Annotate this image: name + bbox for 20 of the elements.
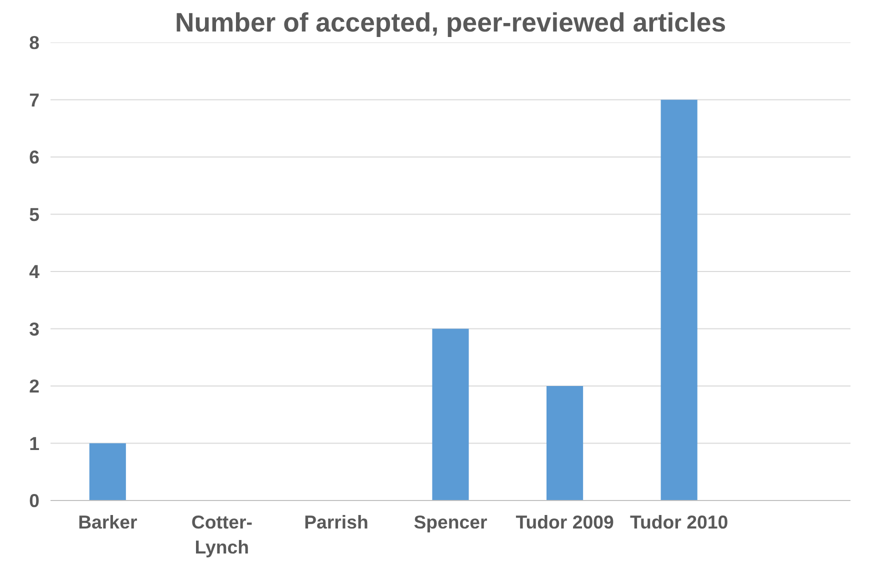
y-tick-label: 5 — [29, 204, 40, 225]
bar — [546, 386, 584, 500]
y-tick-label: 6 — [29, 146, 40, 168]
x-tick-label: Spencer — [414, 512, 488, 532]
bar — [89, 443, 126, 500]
x-tick-label: Tudor 2010 — [630, 512, 728, 532]
x-tick-label: Parrish — [304, 512, 368, 532]
bar — [432, 328, 469, 500]
y-tick-label: 4 — [29, 261, 40, 282]
y-tick-label: 1 — [29, 432, 40, 454]
y-tick-label: 3 — [29, 318, 40, 340]
chart-title: Number of accepted, peer-reviewed articles — [174, 8, 726, 38]
y-tick-label: 0 — [29, 490, 40, 511]
x-tick-label: Barker — [78, 512, 138, 532]
y-tick-label: 8 — [29, 32, 40, 53]
x-tick-label: Cotter-Lynch — [191, 512, 253, 558]
x-tick-label: Tudor 2009 — [516, 512, 614, 532]
y-tick-label: 2 — [29, 376, 40, 396]
y-tick-label: 7 — [29, 89, 40, 110]
bar — [660, 100, 698, 500]
